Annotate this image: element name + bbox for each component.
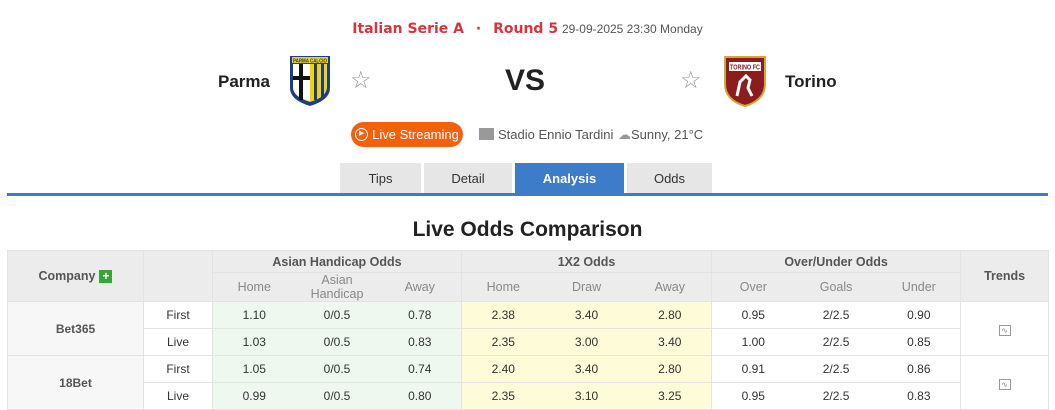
live-streaming-label: Live Streaming <box>372 127 459 142</box>
favorite-away-star-icon[interactable]: ☆ <box>680 67 702 94</box>
sub-header: Under <box>877 272 962 302</box>
parma-crest-icon: PARMA CALCIO <box>290 56 330 106</box>
tab-underline <box>7 193 1048 196</box>
trends-cell: ∿ <box>960 301 1050 356</box>
company-name[interactable]: Bet365 <box>7 301 144 356</box>
weather: ☁Sunny, 21°C <box>618 127 703 143</box>
x12-odds-cell[interactable]: 3.40 <box>628 328 712 356</box>
x12-odds-cell[interactable]: 3.00 <box>544 328 629 356</box>
ah-odds-cell[interactable]: 0/0.5 <box>295 328 379 356</box>
stadium-name: Stadio Ennio Tardini <box>498 127 614 142</box>
tab-tips[interactable]: Tips <box>340 163 421 193</box>
tab-analysis[interactable]: Analysis <box>515 163 624 193</box>
sub-header: Goals <box>794 272 878 302</box>
ah-odds-cell[interactable]: 0.74 <box>378 355 462 383</box>
sub-header: Away <box>628 272 712 302</box>
trends-header: Trends <box>960 250 1050 302</box>
ah-odds-cell[interactable]: 0.78 <box>378 301 462 329</box>
ah-header: Asian Handicap Odds <box>211 250 463 273</box>
company-header: Company + <box>7 250 144 302</box>
odds-type: Live <box>143 328 213 356</box>
torino-crest-icon: TORINO FC <box>724 56 766 108</box>
away-team-name[interactable]: Torino <box>785 72 837 91</box>
weather-cloud-sun-icon: ☁ <box>618 127 631 142</box>
ah-odds-cell[interactable]: 1.03 <box>212 328 296 356</box>
torino-crest-text: TORINO FC <box>730 63 760 72</box>
favorite-home-star-icon[interactable]: ☆ <box>350 67 372 94</box>
play-icon: ▶ <box>355 128 369 141</box>
x12-odds-cell[interactable]: 3.25 <box>628 382 712 410</box>
match-header: Italian Serie A · Round 5 29-09-2025 23:… <box>0 20 1055 37</box>
ou-odds-cell[interactable]: 0.95 <box>711 382 795 410</box>
ah-odds-cell[interactable]: 0.80 <box>378 382 462 410</box>
live-streaming-button[interactable]: ▶ Live Streaming <box>351 122 463 147</box>
ou-odds-cell[interactable]: 0.91 <box>711 355 795 383</box>
stadium: Stadio Ennio Tardini <box>479 127 613 142</box>
ah-odds-cell[interactable]: 1.10 <box>212 301 296 329</box>
ou-odds-cell[interactable]: 2/2.5 <box>794 301 878 329</box>
odds-type: Live <box>143 382 213 410</box>
table-row: Bet365 First 1.10 0/0.5 0.78 2.38 3.40 2.80 0.95… <box>7 301 1050 356</box>
company-header-label: Company <box>38 268 96 283</box>
ou-odds-cell[interactable]: 0.85 <box>877 328 961 356</box>
separator: · <box>475 21 482 37</box>
trends-cell: ∿ <box>960 355 1050 410</box>
section-title: Live Odds Comparison <box>412 218 643 241</box>
vs-label: VS <box>505 64 546 97</box>
home-team-name[interactable]: Parma <box>218 72 270 91</box>
ou-odds-cell[interactable]: 2/2.5 <box>794 382 878 410</box>
match-datetime: 29-09-2025 23:30 Monday <box>561 22 703 36</box>
ou-odds-cell[interactable]: 0.83 <box>877 382 961 410</box>
ah-odds-cell[interactable]: 0.99 <box>212 382 296 410</box>
x12-odds-cell[interactable]: 2.35 <box>461 328 545 356</box>
parma-crest-text: PARMA CALCIO <box>293 58 328 64</box>
ou-odds-cell[interactable]: 2/2.5 <box>794 355 878 383</box>
x12-odds-cell[interactable]: 2.80 <box>628 301 712 329</box>
weather-text: Sunny, 21°C <box>631 127 704 142</box>
ou-odds-cell[interactable]: 0.90 <box>877 301 961 329</box>
sub-header: Over <box>711 272 795 302</box>
table-row: 18Bet First 1.05 0/0.5 0.74 2.40 3.40 2.80 0.91 2… <box>7 355 1050 410</box>
add-company-plus-icon[interactable]: + <box>99 270 113 284</box>
trend-chart-icon[interactable]: ∿ <box>998 324 1011 336</box>
ou-header: Over/Under Odds <box>711 250 962 273</box>
x12-odds-cell[interactable]: 2.35 <box>461 382 545 410</box>
ah-odds-cell[interactable]: 0/0.5 <box>295 355 379 383</box>
ah-odds-cell[interactable]: 1.05 <box>212 355 296 383</box>
company-name[interactable]: 18Bet <box>7 355 144 410</box>
odds-table: Company + Asian Handicap Odds 1X2 Odds Ov… <box>7 250 1050 410</box>
x12-odds-cell[interactable]: 2.40 <box>461 355 545 383</box>
x12-odds-cell[interactable]: 3.40 <box>544 301 629 329</box>
sub-header: Draw <box>544 272 629 302</box>
ou-odds-cell[interactable]: 0.95 <box>711 301 795 329</box>
x12-odds-cell[interactable]: 2.80 <box>628 355 712 383</box>
odds-type: First <box>143 355 213 383</box>
table-row: Live 0.99 0/0.5 0.80 2.35 3.10 3.25 0.95 2/2.5 0.… <box>8 382 1049 410</box>
table-row: Live 1.03 0/0.5 0.83 2.35 3.00 3.40 1.00 2/2.5 0.… <box>8 328 1049 356</box>
x12-odds-cell[interactable]: 3.10 <box>544 382 629 410</box>
ah-odds-cell[interactable]: 0/0.5 <box>295 382 379 410</box>
ah-odds-cell[interactable]: 0.83 <box>378 328 462 356</box>
x12-odds-cell[interactable]: 3.40 <box>544 355 629 383</box>
ou-odds-cell[interactable]: 1.00 <box>711 328 795 356</box>
stadium-icon <box>479 128 494 140</box>
sub-header: Home <box>212 272 296 302</box>
round: Round 5 <box>493 21 559 37</box>
x12-odds-cell[interactable]: 2.38 <box>461 301 545 329</box>
league-name[interactable]: Italian Serie A <box>352 21 464 37</box>
sub-header: Asian Handicap <box>295 272 379 302</box>
ou-odds-cell[interactable]: 0.86 <box>877 355 961 383</box>
sub-header: Home <box>461 272 545 302</box>
x12-header: 1X2 Odds <box>461 250 713 273</box>
type-header <box>143 250 213 302</box>
tab-odds[interactable]: Odds <box>627 163 712 193</box>
tab-detail[interactable]: Detail <box>424 163 512 193</box>
sub-header: Away <box>378 272 462 302</box>
ah-odds-cell[interactable]: 0/0.5 <box>295 301 379 329</box>
trend-chart-icon[interactable]: ∿ <box>998 378 1011 390</box>
odds-type: First <box>143 301 213 329</box>
ou-odds-cell[interactable]: 2/2.5 <box>794 328 878 356</box>
